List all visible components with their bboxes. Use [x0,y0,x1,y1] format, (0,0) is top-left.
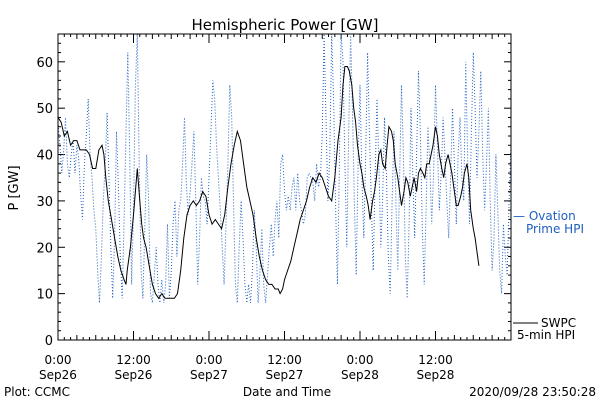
legend-swpc-line2: 5-min HPI [517,328,575,342]
y-tick-label: 20 [36,241,53,256]
x-tick-label-time: 12:00 [418,353,453,367]
x-tick-label-time: 0:00 [45,353,72,367]
series-line-ovation [57,33,512,304]
y-tick-label: 0 [45,334,53,349]
legend-ovation-line1: — Ovation [513,209,576,223]
axis-ticks: 01020304050600:00Sep2612:00Sep260:00Sep2… [36,33,512,382]
x-tick-label-time: 0:00 [196,353,223,367]
x-tick-label-date: Sep26 [115,368,153,382]
x-tick-label-time: 12:00 [267,353,302,367]
legend-swpc-line1: SWPC [541,316,576,330]
x-tick-label-date: Sep27 [266,368,304,382]
x-tick-label-date: Sep28 [417,368,455,382]
y-tick-label: 10 [36,288,53,303]
x-tick-label-time: 12:00 [116,353,151,367]
footer-timestamp: 2020/09/28 23:50:28 [469,385,596,399]
y-axis-label: P [GW] [7,165,22,210]
footer-plot-source: Plot: CCMC [4,385,70,399]
x-tick-label-date: Sep27 [190,368,228,382]
legend-ovation-line2: Prime HPI [526,222,584,236]
x-tick-label-time: 0:00 [347,353,374,367]
y-tick-label: 60 [36,56,53,71]
x-tick-label-date: Sep28 [341,368,379,382]
y-tick-label: 30 [36,195,53,210]
y-tick-label: 40 [36,149,53,164]
y-tick-label: 50 [36,102,53,117]
series-layer [57,33,512,304]
chart-title: Hemispheric Power [GW] [192,16,379,34]
x-axis-label: Date and Time [243,385,331,399]
series-line-swpc [57,66,480,300]
plot-frame [57,33,512,341]
x-tick-label-date: Sep26 [39,368,77,382]
